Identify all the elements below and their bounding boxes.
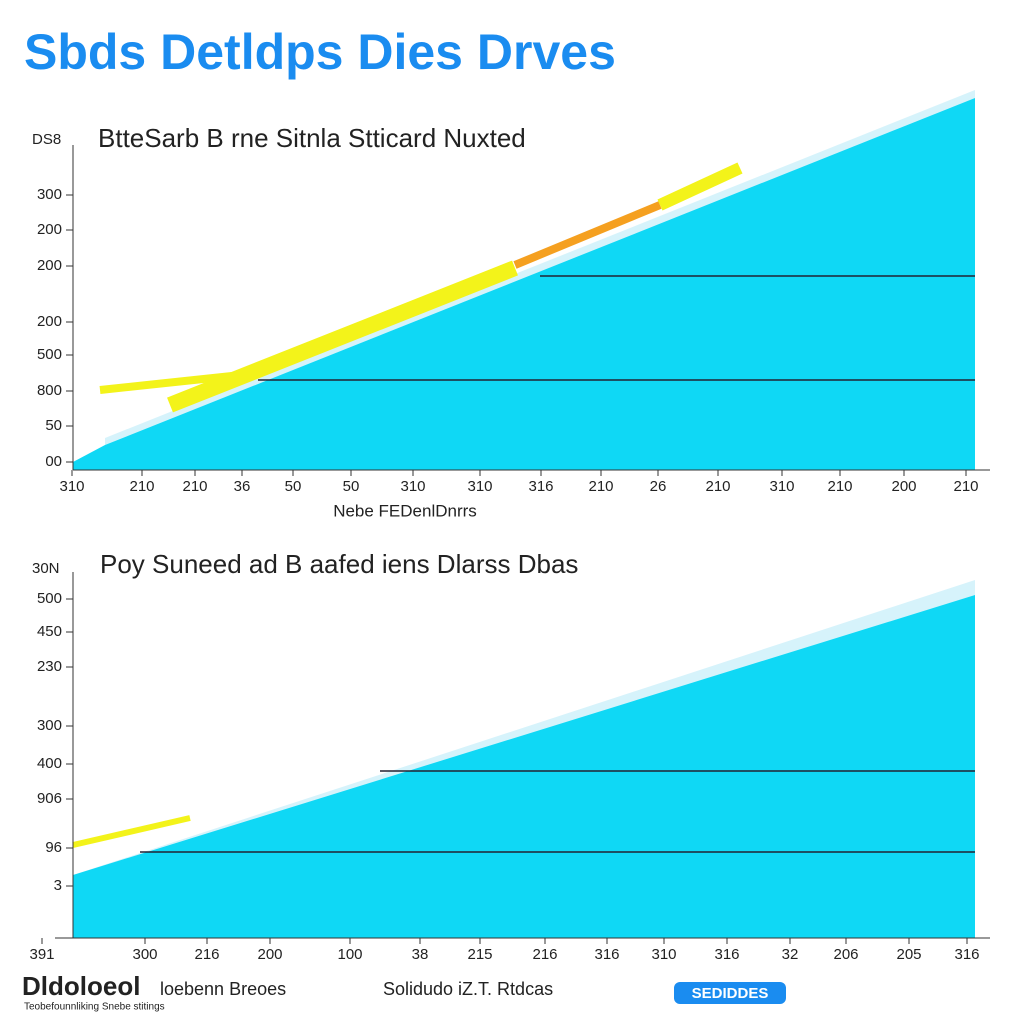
x-tick-label: 310 xyxy=(769,478,794,495)
x-tick-label: 316 xyxy=(714,946,739,963)
line xyxy=(513,201,662,269)
x-tick-label: 216 xyxy=(532,946,557,963)
page-title: Sbds Detldps Dies Drves xyxy=(24,24,616,80)
y-tick-label: 200 xyxy=(37,313,62,330)
y-tick-label: 200 xyxy=(37,221,62,238)
area-band xyxy=(105,90,975,445)
x-tick-label: 210 xyxy=(953,478,978,495)
x-tick-label: 36 xyxy=(234,478,251,495)
y-tick-label: 906 xyxy=(37,790,62,807)
x-tick-label: 210 xyxy=(588,478,613,495)
y-tick-label: 300 xyxy=(37,186,62,203)
y-tick-label: 230 xyxy=(37,658,62,675)
footer-center: Solidudo iZ.T. Rtdcas xyxy=(383,979,553,999)
x-tick-label: 210 xyxy=(129,478,154,495)
badge xyxy=(674,982,786,1004)
x-tick-label: 316 xyxy=(954,946,979,963)
y-tick-label: 400 xyxy=(37,755,62,772)
x-tick-label: 50 xyxy=(285,478,302,495)
x-tick-label: 200 xyxy=(257,946,282,963)
y-tick-label: 450 xyxy=(37,623,62,640)
y-tick-label: 500 xyxy=(37,346,62,363)
x-tick-label: 205 xyxy=(896,946,921,963)
x-tick-label: 210 xyxy=(705,478,730,495)
x-tick-label: 310 xyxy=(59,478,84,495)
x-axis-title: Nebe FEDenlDnrrs xyxy=(333,501,477,520)
y-tick-label: 00 xyxy=(45,453,62,470)
x-tick-label: 100 xyxy=(337,946,362,963)
x-tick-label: 216 xyxy=(194,946,219,963)
x-tick-label: 300 xyxy=(132,946,157,963)
x-tick-label: 206 xyxy=(833,946,858,963)
footer-tagline: Teobefounnliking Snebe stitings xyxy=(24,1002,165,1013)
x-tick-label: 215 xyxy=(467,946,492,963)
x-tick-label: 26 xyxy=(650,478,667,495)
axis-label: 30N xyxy=(32,560,60,577)
x-tick-label: 316 xyxy=(528,478,553,495)
x-tick-label: 391 xyxy=(29,946,54,963)
badge-text: SEDIDDES xyxy=(692,985,769,1002)
area xyxy=(73,98,975,470)
line xyxy=(72,815,191,848)
x-tick-label: 310 xyxy=(400,478,425,495)
y-tick-label: 96 xyxy=(45,839,62,856)
chart-title: BtteSarb B rne Sitnla Stticard Nuxted xyxy=(98,123,526,153)
y-tick-label: 50 xyxy=(45,417,62,434)
x-tick-label: 210 xyxy=(182,478,207,495)
line xyxy=(657,162,743,211)
x-tick-label: 200 xyxy=(891,478,916,495)
axis-label: DS8 xyxy=(32,131,61,148)
x-tick-label: 32 xyxy=(782,946,799,963)
y-tick-label: 800 xyxy=(37,382,62,399)
y-tick-label: 200 xyxy=(37,257,62,274)
x-tick-label: 316 xyxy=(594,946,619,963)
footer-brand: Dldoloeol xyxy=(22,971,140,1001)
x-tick-label: 38 xyxy=(412,946,429,963)
x-tick-label: 310 xyxy=(651,946,676,963)
y-tick-label: 300 xyxy=(37,717,62,734)
x-tick-label: 50 xyxy=(343,478,360,495)
y-tick-label: 500 xyxy=(37,590,62,607)
x-tick-label: 310 xyxy=(467,478,492,495)
line xyxy=(167,260,518,413)
footer-brand-text: loebenn Breoes xyxy=(160,979,286,999)
chart-1: DS8 BtteSarb B rne Sitnla Stticard Nuxte… xyxy=(32,90,990,520)
chart-2: 30N Poy Suneed ad B aafed iens Dlarss Db… xyxy=(32,549,990,939)
y-tick-label: 3 xyxy=(54,877,62,894)
area xyxy=(73,595,975,938)
x-tick-label: 210 xyxy=(827,478,852,495)
chart-title: Poy Suneed ad B aafed iens Dlarss Dbas xyxy=(100,549,578,579)
